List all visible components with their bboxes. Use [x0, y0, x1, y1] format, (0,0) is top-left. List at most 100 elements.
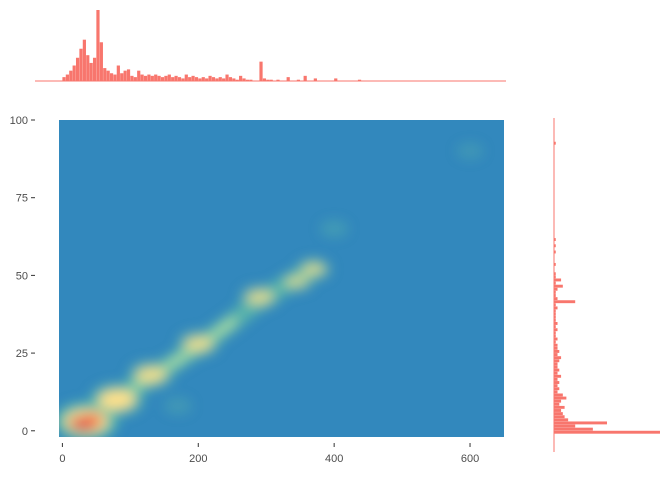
- y-histogram-bar: [554, 315, 556, 319]
- y-histogram-bar: [554, 409, 562, 412]
- x-histogram-bar: [198, 78, 202, 81]
- x-histogram-bar: [177, 77, 182, 81]
- x-histogram-bar: [215, 78, 219, 81]
- top-marginal-histogram: [35, 10, 506, 82]
- y-histogram-bar: [554, 250, 556, 254]
- density-peak-core: [284, 275, 309, 289]
- y-histogram-bar: [554, 396, 567, 400]
- y-histogram-bar: [554, 365, 558, 369]
- y-histogram-bar: [554, 334, 556, 338]
- x-tick-label: 0: [59, 453, 65, 465]
- x-histogram-bar: [167, 74, 171, 81]
- right-marginal-histogram: [553, 118, 660, 452]
- x-histogram-bar: [357, 79, 362, 81]
- y-histogram-bar: [554, 415, 565, 419]
- density-panel: [59, 120, 504, 437]
- x-tick-label: 400: [325, 453, 343, 465]
- x-histogram-bar: [150, 75, 154, 81]
- x-histogram-bar: [154, 74, 158, 81]
- y-tick-label: 0: [22, 426, 28, 438]
- x-histogram-bar: [286, 77, 290, 81]
- y-histogram-bar: [554, 290, 556, 294]
- x-histogram-bar: [86, 55, 90, 81]
- y-histogram-bar: [554, 424, 576, 428]
- x-histogram-bar: [130, 75, 134, 81]
- x-histogram-bar: [218, 77, 222, 81]
- x-histogram-bar: [242, 78, 246, 81]
- y-histogram-bar: [554, 281, 556, 285]
- y-histogram-bar: [554, 384, 558, 388]
- x-histogram-bar: [65, 74, 69, 81]
- y-histogram-bar: [554, 337, 558, 341]
- y-axis: 0 25 50 75 100: [10, 115, 35, 438]
- density-peak-core: [245, 289, 274, 305]
- density-peak-core: [98, 389, 136, 410]
- x-histogram-bar: [75, 57, 80, 81]
- x-tick-label: 600: [461, 453, 479, 465]
- y-histogram-bar: [554, 244, 556, 248]
- y-histogram-bar: [554, 381, 560, 384]
- y-histogram-bar: [554, 387, 560, 391]
- y-histogram-bar: [554, 393, 563, 397]
- x-histogram-bar: [303, 75, 307, 81]
- x-histogram-bar: [184, 74, 188, 81]
- y-histogram-bar: [554, 399, 562, 403]
- density-blobs: [59, 142, 484, 437]
- x-histogram-bar: [191, 75, 195, 81]
- x-histogram-bar: [113, 74, 117, 81]
- x-histogram-bar: [225, 74, 229, 81]
- x-histogram-bar: [259, 61, 263, 81]
- x-histogram-bar: [133, 77, 137, 81]
- x-histogram-bar: [116, 65, 120, 81]
- x-histogram-bar: [174, 75, 178, 81]
- y-histogram-bar: [554, 421, 607, 425]
- x-histogram-bar: [72, 65, 76, 81]
- x-histogram-bar: [157, 75, 161, 81]
- y-histogram-bar: [554, 303, 556, 307]
- x-histogram-bar: [123, 70, 127, 81]
- y-histogram-bar: [554, 312, 556, 316]
- y-histogram-bar: [554, 430, 660, 434]
- x-histogram-bar: [106, 70, 110, 81]
- x-histogram-bar: [143, 75, 148, 81]
- x-histogram-bar: [276, 79, 280, 81]
- x-histogram-bar: [201, 77, 205, 81]
- x-histogram-bar: [269, 79, 273, 81]
- x-histogram-bar: [103, 68, 107, 81]
- y-histogram-bar: [554, 238, 556, 242]
- x-histogram-bar: [120, 73, 124, 81]
- y-tick-label: 100: [10, 115, 28, 127]
- x-histogram-bar: [239, 75, 243, 81]
- x-histogram-bar: [137, 70, 141, 81]
- x-histogram-bar: [126, 69, 131, 81]
- y-histogram-bar: [554, 272, 556, 276]
- y-histogram-bar: [554, 377, 558, 381]
- density-peak-warm: [82, 413, 103, 426]
- x-histogram-bar: [249, 79, 253, 81]
- y-histogram-bar: [554, 141, 556, 145]
- x-histogram-bar: [62, 77, 66, 81]
- x-histogram-bar: [208, 75, 212, 81]
- x-histogram-bar: [296, 79, 300, 81]
- x-histogram-bar: [313, 78, 317, 81]
- y-histogram-bar: [554, 309, 556, 313]
- y-histogram-bar: [554, 362, 558, 366]
- y-histogram-bar: [554, 325, 556, 329]
- density-layer: [59, 142, 484, 437]
- x-histogram-bar: [160, 77, 165, 81]
- x-histogram-bar: [262, 78, 267, 81]
- y-histogram-bar: [554, 427, 593, 431]
- y-histogram-bar: [554, 322, 558, 325]
- y-tick-label: 50: [16, 270, 28, 282]
- x-histogram-bar: [194, 77, 199, 81]
- y-histogram-bar: [554, 278, 562, 282]
- y-histogram-bar: [554, 318, 556, 322]
- y-histogram-bar: [554, 300, 576, 304]
- x-tick-label: 200: [189, 453, 207, 465]
- density-peak-core: [301, 262, 327, 277]
- y-histogram-bar: [554, 353, 558, 356]
- y-histogram-bar: [554, 340, 556, 344]
- y-tick-label: 75: [16, 193, 28, 205]
- y-histogram-bar: [554, 356, 562, 360]
